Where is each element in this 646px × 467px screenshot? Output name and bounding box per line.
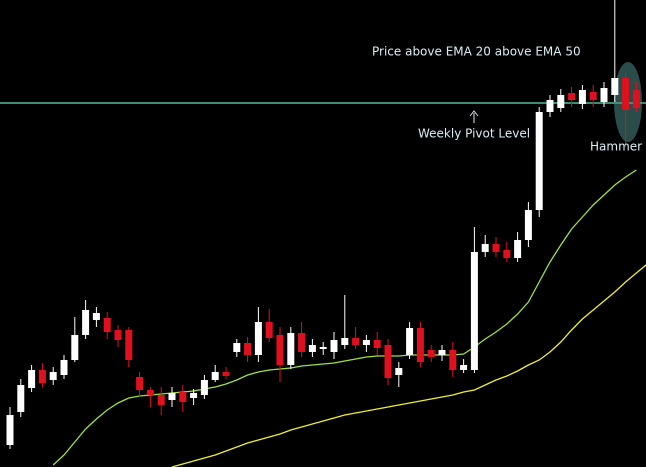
candle-body [82,310,90,335]
candle-body [17,385,25,412]
candle-body [492,244,500,252]
candle-body [254,322,262,355]
candle-body [362,340,370,345]
candle-body [589,92,597,100]
candle-body [535,112,543,210]
candle-body [341,338,349,345]
candle-body [600,88,608,102]
candle-body [28,370,36,388]
candle-body [557,95,565,108]
candle-body [49,372,57,380]
candle-body [449,350,457,370]
candle-body [373,340,381,348]
candle-body [287,333,295,365]
candle-body [514,240,522,258]
candle-body [38,370,46,383]
annotation: Weekly Pivot Level [418,127,530,141]
pivot-arrow [469,110,479,123]
candle-body [611,78,619,95]
candle-body [546,100,554,112]
candle-body [481,244,489,252]
candle-body [103,318,111,332]
candle-body [524,210,532,240]
candle-body [114,330,122,340]
annotation: Price above EMA 20 above EMA 50 [372,45,581,59]
candle-body [244,343,252,355]
candle-body [438,350,446,355]
candle-body [211,372,219,380]
candle-body [71,335,79,360]
candle-body [157,395,165,405]
candle-body [92,313,100,320]
candle-body [427,350,435,357]
candle-body [276,335,284,365]
candle-body [200,380,208,395]
candle-body [470,252,478,370]
candle-body [622,78,630,110]
candle-body [578,90,586,104]
candle-body [416,328,424,362]
candle-body [136,377,144,390]
candle-body [460,365,468,370]
candle-body [384,345,392,378]
annotation: Hammer [590,140,642,154]
candle-body [60,360,68,375]
candle-body [352,338,360,345]
plot-layer [0,102,646,467]
candle-body [330,340,338,352]
candle-body [319,347,327,349]
candle-body [265,322,273,338]
candle-body [568,93,576,100]
candle-body [146,390,154,395]
candle-body [168,393,176,400]
candle-layer [6,0,640,449]
ema-line [171,264,646,467]
candle-body [179,392,187,402]
candle-body [233,343,241,352]
candle-body [308,345,316,352]
candle-body [503,250,511,258]
candle-body [632,90,640,108]
candle-body [298,333,306,352]
candle-body [6,415,14,445]
candle-body [222,372,230,376]
candle-body [190,393,198,398]
candle-body [406,328,414,355]
candle-body [125,330,133,360]
candle-body [395,368,403,375]
